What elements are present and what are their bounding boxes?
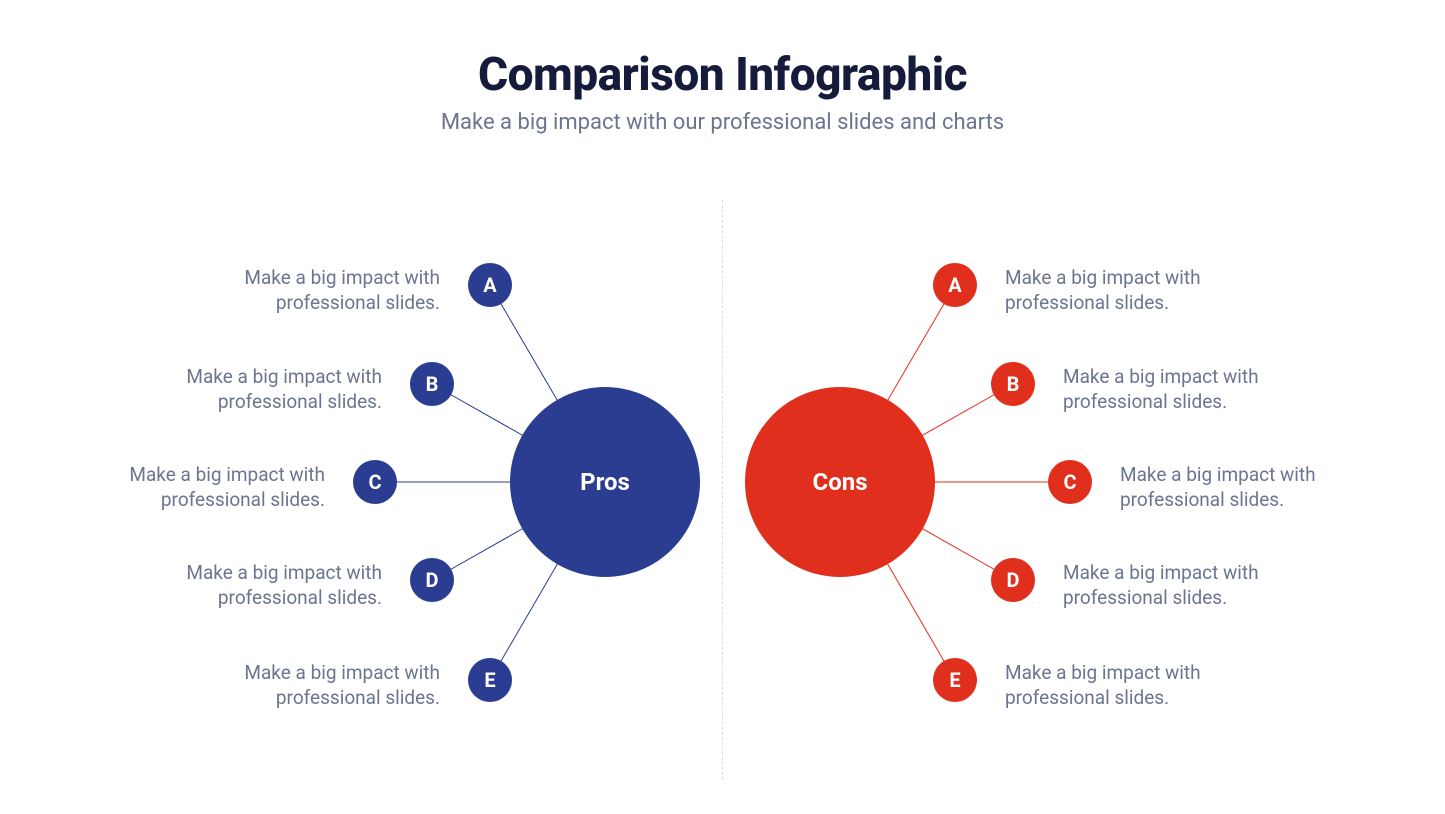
pros-node-a-letter: A	[483, 273, 496, 297]
cons-text-b: Make a big impact with professional slid…	[1063, 365, 1313, 414]
page-subtitle: Make a big impact with our professional …	[0, 110, 1445, 135]
pros-node-d: D	[410, 558, 454, 602]
cons-node-e-letter: E	[949, 668, 960, 692]
cons-text-c: Make a big impact with professional slid…	[1120, 463, 1370, 512]
pros-circle: Pros	[510, 387, 700, 577]
cons-node-e: E	[933, 658, 977, 702]
pros-node-b-letter: B	[426, 372, 439, 396]
cons-node-d-letter: D	[1007, 568, 1020, 592]
pros-node-c: C	[353, 460, 397, 504]
pros-node-e: E	[468, 658, 512, 702]
cons-text-d: Make a big impact with professional slid…	[1063, 561, 1313, 610]
cons-label: Cons	[812, 468, 867, 496]
pros-node-c-letter: C	[368, 470, 381, 494]
cons-node-a: A	[933, 263, 977, 307]
pros-label: Pros	[580, 468, 630, 496]
pros-text-d: Make a big impact with professional slid…	[132, 561, 382, 610]
pros-node-a: A	[468, 263, 512, 307]
cons-text-e: Make a big impact with professional slid…	[1005, 661, 1255, 710]
page-title: Comparison Infographic	[0, 48, 1445, 102]
cons-text-a: Make a big impact with professional slid…	[1005, 266, 1255, 315]
pros-node-d-letter: D	[426, 568, 439, 592]
pros-text-a: Make a big impact with professional slid…	[190, 266, 440, 315]
cons-node-a-letter: A	[948, 273, 961, 297]
cons-node-c: C	[1048, 460, 1092, 504]
infographic-canvas: { "header": { "title": "Comparison Infog…	[0, 0, 1445, 814]
pros-node-e-letter: E	[484, 668, 495, 692]
pros-node-b: B	[410, 362, 454, 406]
cons-node-b: B	[991, 362, 1035, 406]
cons-node-d: D	[991, 558, 1035, 602]
pros-text-b: Make a big impact with professional slid…	[132, 365, 382, 414]
pros-text-e: Make a big impact with professional slid…	[190, 661, 440, 710]
pros-text-c: Make a big impact with professional slid…	[75, 463, 325, 512]
center-divider	[722, 200, 723, 780]
cons-node-b-letter: B	[1007, 372, 1020, 396]
cons-circle: Cons	[745, 387, 935, 577]
cons-node-c-letter: C	[1063, 470, 1076, 494]
